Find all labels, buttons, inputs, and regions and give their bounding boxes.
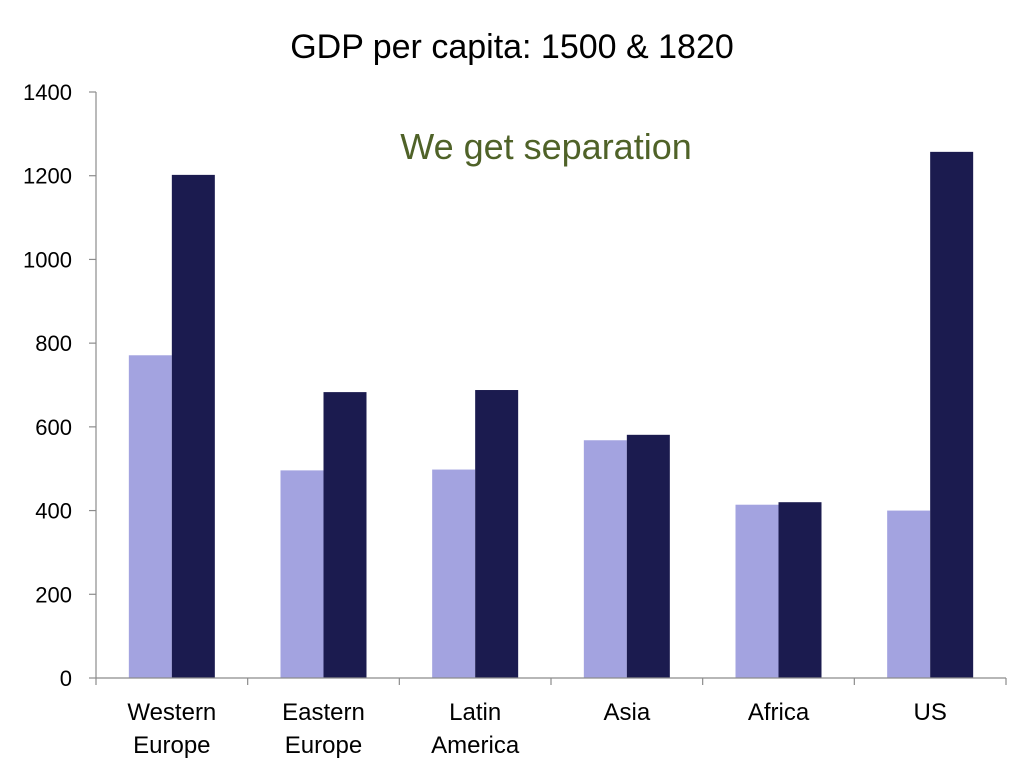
bars-group: [128, 151, 974, 678]
x-category-label: Western Europe: [127, 699, 216, 759]
x-axis-labels: Western Europe Eastern Europe Latin America As…: [127, 699, 946, 759]
bar-series1-3: [583, 440, 627, 678]
y-tick-label: 1000: [23, 247, 72, 272]
bar-series1-2: [432, 469, 476, 678]
y-tick-label: 0: [60, 666, 72, 691]
y-axis-ticks: 0 200 400 600 800 1000 1200 1400: [23, 80, 96, 691]
y-tick-label: 1400: [23, 80, 72, 105]
chart-title: GDP per capita: 1500 & 1820: [290, 28, 734, 66]
bar-series2-2: [475, 390, 519, 678]
bar-series2-4: [778, 502, 822, 678]
y-tick-label: 1200: [23, 164, 72, 189]
bar-series2-3: [626, 434, 670, 678]
bar-series1-5: [887, 510, 931, 678]
bar-series1-4: [735, 504, 779, 678]
x-category-label: US: [913, 699, 946, 726]
y-tick-label: 600: [35, 415, 72, 440]
bar-series2-5: [930, 151, 974, 678]
bar-series2-1: [323, 392, 367, 678]
y-tick-label: 400: [35, 499, 72, 524]
bar-series2-0: [171, 174, 215, 678]
chart-annotation: We get separation: [400, 126, 692, 167]
x-category-label: Asia: [603, 699, 650, 726]
bar-series1-1: [280, 470, 324, 678]
bar-series1-0: [128, 355, 172, 678]
x-category-label: Eastern Europe: [282, 699, 365, 759]
y-tick-label: 800: [35, 331, 72, 356]
axes-group: [95, 92, 1007, 685]
x-category-label: Latin America: [431, 699, 520, 759]
x-category-label: Africa: [748, 699, 810, 726]
y-tick-label: 200: [35, 582, 72, 607]
